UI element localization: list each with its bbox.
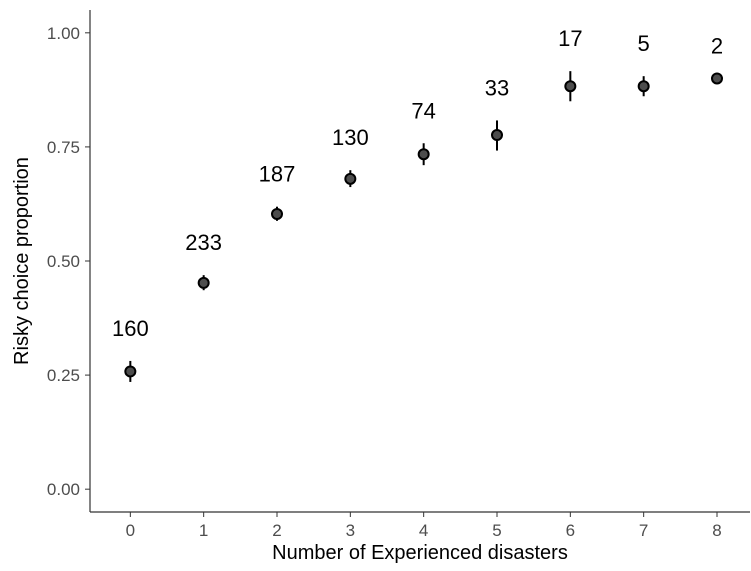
data-point (272, 209, 282, 219)
data-point (419, 149, 429, 159)
x-axis-title: Number of Experienced disasters (272, 542, 568, 564)
y-tick-label: 0.50 (47, 252, 80, 271)
data-point (125, 366, 135, 376)
count-label: 5 (638, 31, 650, 56)
x-tick-label: 1 (199, 521, 208, 540)
count-label: 233 (185, 230, 222, 255)
x-tick-label: 0 (126, 521, 135, 540)
y-tick-label: 0.00 (47, 480, 80, 499)
y-tick-label: 0.25 (47, 366, 80, 385)
count-label: 160 (112, 316, 149, 341)
y-axis-ticks: 0.00 0.25 0.50 0.75 1.00 (47, 24, 90, 499)
y-tick-label: 0.75 (47, 138, 80, 157)
x-tick-label: 7 (639, 521, 648, 540)
x-axis-ticks: 0 1 2 3 4 5 6 7 8 (126, 512, 722, 540)
y-tick-label: 1.00 (47, 24, 80, 43)
x-tick-label: 6 (566, 521, 575, 540)
x-tick-label: 4 (419, 521, 428, 540)
x-tick-label: 3 (346, 521, 355, 540)
count-label: 187 (259, 162, 296, 187)
count-label: 17 (558, 26, 582, 51)
data-point (199, 278, 209, 288)
x-tick-label: 5 (492, 521, 501, 540)
y-axis-title: Risky choice proportion (11, 157, 33, 365)
data-point (712, 73, 722, 83)
x-tick-label: 8 (712, 521, 721, 540)
data-points: 160 233 187 130 74 33 17 5 2 (112, 26, 723, 382)
x-tick-label: 2 (272, 521, 281, 540)
data-point (565, 81, 575, 91)
data-point (345, 174, 355, 184)
data-point (492, 130, 502, 140)
count-label: 2 (711, 33, 723, 58)
count-label: 74 (411, 98, 435, 123)
data-point (639, 81, 649, 91)
count-label: 130 (332, 125, 369, 150)
count-label: 33 (485, 75, 509, 100)
